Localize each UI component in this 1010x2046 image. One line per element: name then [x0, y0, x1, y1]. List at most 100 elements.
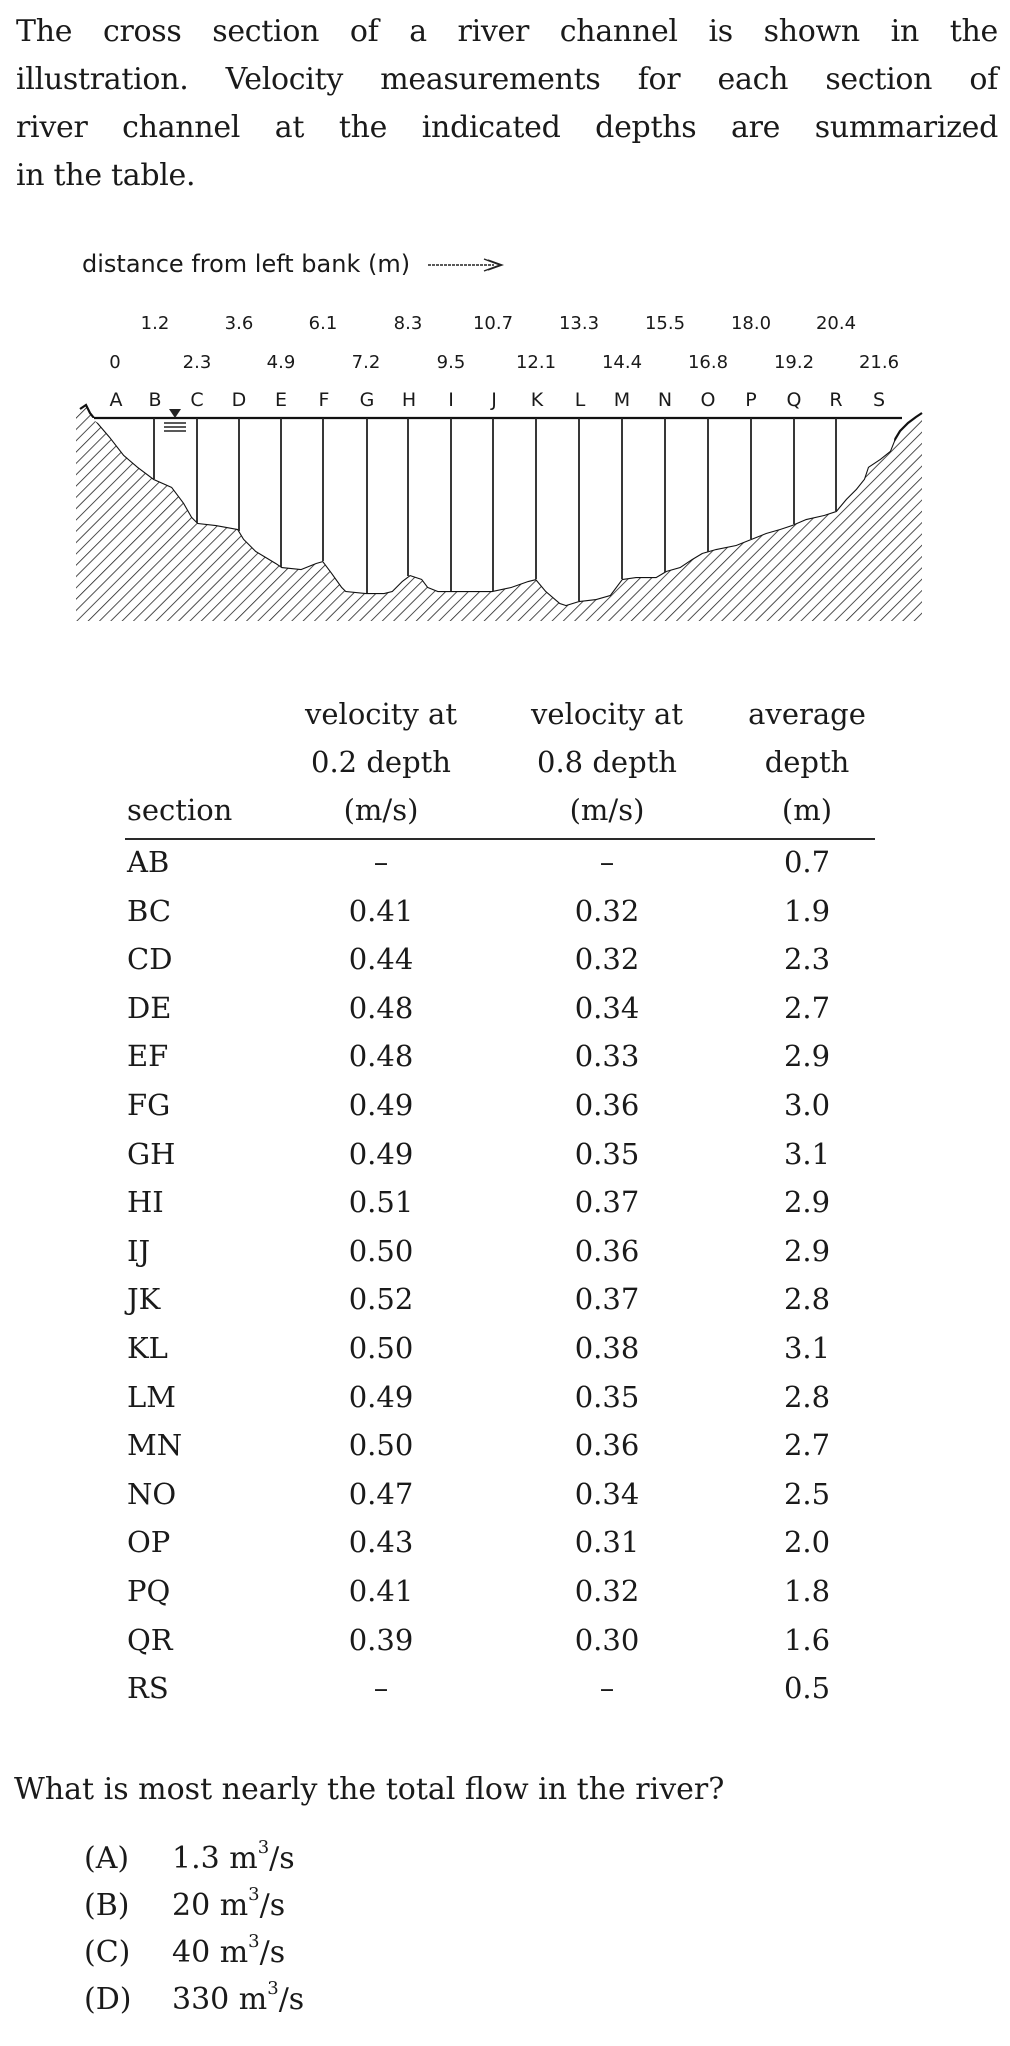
distance-tick: 15.5	[644, 313, 686, 334]
cell-average-depth: 2.0	[783, 1525, 831, 1560]
cell-velocity-0.8: 0.37	[574, 1185, 640, 1220]
point-label: R	[829, 389, 843, 411]
cell-average-depth: 2.8	[783, 1282, 831, 1317]
choice-a[interactable]: (A) 1.3 m3/s	[84, 1837, 295, 1876]
cell-velocity-0.8: 0.35	[574, 1379, 640, 1414]
point-label: P	[745, 389, 757, 411]
cell-section: DE	[127, 990, 172, 1025]
cell-average-depth: 2.5	[783, 1476, 831, 1511]
intro-line-1: The cross section of a river channel is …	[16, 14, 998, 49]
cell-average-depth: 2.8	[783, 1379, 831, 1414]
point-label: H	[401, 389, 417, 411]
choice-d[interactable]: (D) 330 m3/s	[84, 1978, 304, 2017]
distance-axis-label: distance from left bank (m)	[82, 250, 504, 279]
cell-section: RS	[127, 1671, 169, 1706]
distance-tick: 2.3	[182, 352, 212, 373]
intro-line-2: illustration. Velocity measurements for …	[16, 62, 998, 97]
cell-velocity-0.8: 0.30	[574, 1622, 640, 1657]
cell-velocity-0.2: 0.41	[348, 1574, 414, 1608]
point-label: D	[231, 389, 247, 411]
cell-section: BC	[127, 893, 172, 928]
point-label: F	[318, 389, 330, 411]
cell-velocity-0.2: 0.51	[348, 1185, 414, 1220]
cell-average-depth: 0.7	[783, 845, 831, 879]
cell-section: PQ	[127, 1574, 171, 1608]
cell-section: AB	[127, 845, 170, 879]
point-label: Q	[786, 389, 802, 411]
cell-velocity-0.2: 0.49	[348, 1088, 414, 1122]
cell-average-depth: 2.7	[783, 1428, 831, 1463]
cell-average-depth: 1.8	[783, 1574, 831, 1608]
header-v02-line1: velocity at	[305, 697, 457, 731]
point-label: E	[274, 389, 288, 411]
distance-tick: 7.2	[351, 352, 381, 373]
header-section: section	[127, 793, 233, 827]
choice-label: (D)	[84, 1982, 132, 2017]
cell-velocity-0.2: 0.52	[348, 1282, 414, 1317]
point-label: J	[491, 389, 497, 411]
point-label: B	[148, 389, 162, 411]
cell-section: GH	[127, 1136, 176, 1171]
point-label: A	[109, 389, 123, 411]
question-text: What is most nearly the total flow in th…	[14, 1772, 725, 1807]
cell-section: MN	[127, 1428, 183, 1463]
cell-average-depth: 3.1	[783, 1136, 831, 1171]
cell-average-depth: 0.5	[783, 1671, 831, 1706]
cell-velocity-0.2: 0.49	[348, 1379, 414, 1414]
distance-tick: 20.4	[815, 313, 857, 334]
cell-velocity-0.8: 0.33	[574, 1039, 640, 1074]
cell-section: HI	[127, 1185, 164, 1220]
cell-velocity-0.2: 0.43	[348, 1525, 414, 1560]
distance-tick: 6.1	[308, 313, 338, 334]
cell-average-depth: 3.0	[783, 1088, 831, 1122]
point-label: O	[700, 389, 716, 411]
cell-velocity-0.8: –	[599, 845, 615, 879]
point-label: I	[448, 389, 454, 411]
choice-label: (A)	[84, 1841, 130, 1876]
distance-tick: 10.7	[472, 313, 514, 334]
cell-velocity-0.8: 0.31	[574, 1525, 640, 1560]
cell-velocity-0.8: 0.32	[574, 942, 640, 977]
distance-tick: 3.6	[224, 313, 254, 334]
distance-axis-label-text: distance from left bank (m)	[82, 250, 411, 278]
cell-section: JK	[127, 1282, 161, 1317]
point-label: M	[613, 389, 631, 411]
water-level-icon	[164, 409, 186, 432]
header-v02-line3: (m/s)	[343, 793, 419, 827]
cell-velocity-0.2: –	[373, 1671, 389, 1706]
choice-value: 330 m3/s	[172, 1978, 305, 2017]
cell-average-depth: 2.9	[783, 1233, 831, 1268]
point-label: S	[872, 389, 886, 411]
distance-tick: 0	[109, 352, 121, 373]
cell-velocity-0.2: 0.41	[348, 893, 414, 928]
choice-c[interactable]: (C) 40 m3/s	[84, 1931, 285, 1970]
distance-tick: 4.9	[266, 352, 296, 373]
choice-b[interactable]: (B) 20 m3/s	[84, 1884, 285, 1923]
cell-velocity-0.8: 0.37	[574, 1282, 640, 1317]
distance-tick: 13.3	[558, 313, 600, 334]
cell-velocity-0.8: 0.38	[574, 1331, 640, 1365]
cell-velocity-0.2: 0.50	[348, 1331, 414, 1365]
header-v08-line3: (m/s)	[569, 793, 645, 827]
header-v08-line2: 0.8 depth	[537, 745, 677, 779]
cell-velocity-0.8: 0.36	[574, 1428, 640, 1463]
distance-tick: 21.6	[858, 352, 900, 373]
point-label: K	[530, 389, 544, 411]
cell-velocity-0.8: 0.36	[574, 1088, 640, 1122]
cell-average-depth: 2.7	[783, 990, 831, 1025]
cell-section: OP	[127, 1525, 171, 1560]
header-v08-line1: velocity at	[531, 697, 683, 731]
point-label: N	[657, 389, 673, 411]
distance-tick: 12.1	[515, 352, 557, 373]
choice-value: 1.3 m3/s	[172, 1837, 295, 1876]
cell-velocity-0.2: 0.47	[348, 1476, 414, 1511]
cell-velocity-0.2: –	[373, 845, 389, 879]
intro-line-4: in the table.	[16, 158, 196, 193]
cell-section: FG	[127, 1088, 171, 1122]
header-depth-line1: average	[748, 697, 866, 731]
header-depth-line3: (m)	[781, 793, 833, 827]
header-v02-line2: 0.2 depth	[311, 745, 451, 779]
cell-velocity-0.8: 0.36	[574, 1233, 640, 1268]
choice-label: (C)	[84, 1935, 131, 1970]
cell-average-depth: 1.9	[783, 893, 831, 928]
